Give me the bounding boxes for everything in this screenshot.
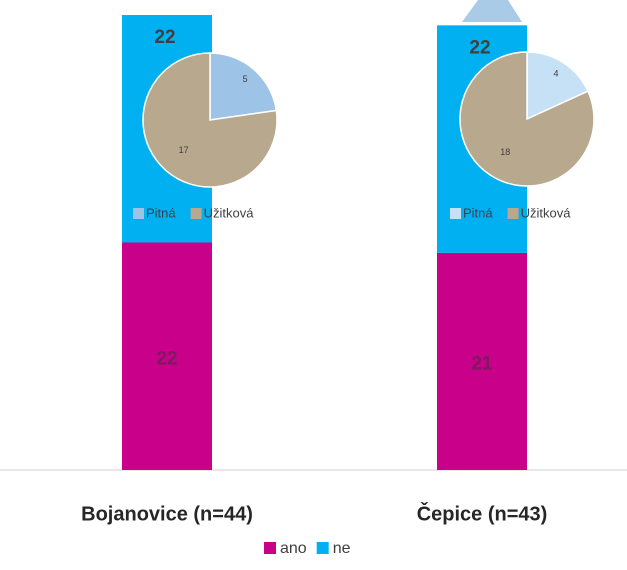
pie-label: 18 [500, 147, 510, 157]
legend-label: Pitná [463, 205, 493, 220]
legend-swatch [450, 208, 461, 219]
bar-segment [122, 242, 212, 470]
legend-swatch [190, 208, 202, 219]
data-label: 21 [471, 353, 493, 374]
category-label: Čepice (n=43) [417, 501, 548, 525]
legend-swatch [507, 208, 519, 219]
pie-slice [459, 51, 595, 187]
pie-label: 17 [179, 145, 189, 155]
pie-label: 4 [553, 68, 558, 78]
legend-swatch [264, 542, 276, 554]
pie-slice [209, 52, 278, 121]
category-label: Bojanovice (n=44) [81, 503, 253, 525]
legend-label: Užitková [204, 205, 255, 220]
legend-label: Pitná [146, 205, 176, 220]
callout-shape [462, 0, 522, 22]
data-label: 22 [154, 27, 175, 48]
legend-label: Užitková [521, 205, 572, 220]
legend-label: ano [280, 540, 307, 557]
data-label: 22 [156, 348, 177, 369]
data-label: 22 [469, 37, 490, 58]
pie-label: 5 [243, 74, 248, 84]
bar-segment [437, 252, 527, 470]
pie-slice [526, 51, 589, 121]
legend-swatch [316, 542, 329, 554]
pie-slice [142, 52, 278, 188]
legend-swatch [133, 208, 144, 219]
legend-label: ne [333, 540, 351, 557]
